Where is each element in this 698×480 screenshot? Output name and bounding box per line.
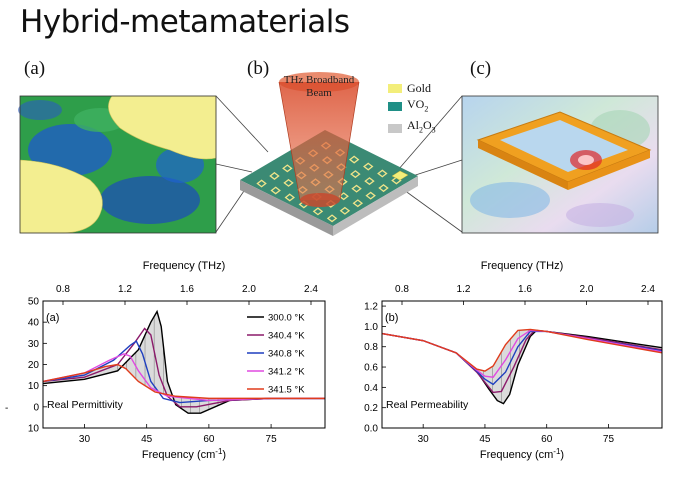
top-tick-label: 2.4 xyxy=(641,284,655,295)
beam-label-line-1: THz Broadband xyxy=(283,74,355,86)
y-tick-label: 0 xyxy=(33,402,39,413)
legend-text-gold: Gold xyxy=(407,81,431,95)
y-tick-label: 10 xyxy=(28,424,40,435)
top-tick-label: 2.0 xyxy=(242,284,256,295)
split-ring-cell xyxy=(351,184,362,193)
top-tick-label: 1.6 xyxy=(518,284,532,295)
top-axis-title: Frequency (THz) xyxy=(143,260,226,272)
series-line xyxy=(42,363,325,400)
split-ring-cell xyxy=(352,199,364,208)
y-tick-label: 30 xyxy=(28,339,40,350)
gold-swatch xyxy=(388,83,402,93)
y-tick-label: 0.8 xyxy=(364,342,378,353)
top-tick-label: 2.0 xyxy=(580,284,594,295)
panel-c-label: (c) xyxy=(470,58,492,79)
panel-a-label: (a) xyxy=(24,58,46,79)
y-tick-label: 0.6 xyxy=(364,363,378,374)
illustration-area xyxy=(18,72,659,236)
y-tick-label: 20 xyxy=(28,360,40,371)
series-line xyxy=(42,309,325,414)
y-tick-label: 50 xyxy=(28,297,40,308)
top-tick-label: 0.8 xyxy=(395,284,409,295)
field-simulation-image xyxy=(461,95,659,234)
top-tick-label: 1.6 xyxy=(180,284,194,295)
legend-label: 340.4 °K xyxy=(268,331,305,342)
beam-label: THz Broadband Beam xyxy=(282,74,356,100)
x-tick-label: 45 xyxy=(479,434,491,445)
split-ring-cell xyxy=(378,184,389,193)
x-axis-label: Frequency (cm-1) xyxy=(142,447,226,461)
x-tick-label: 45 xyxy=(141,434,153,445)
split-ring-cell xyxy=(284,193,295,202)
y-tick-label: 40 xyxy=(28,318,40,329)
page-title: Hybrid-metamaterials xyxy=(20,4,350,40)
y-tick-label: 1.0 xyxy=(364,322,378,333)
top-tick-label: 0.8 xyxy=(56,284,70,295)
chart-annotation: Real Permittivity xyxy=(47,399,124,411)
chart-panel-label: (a) xyxy=(46,312,59,324)
split-ring-cell xyxy=(377,169,388,178)
y-tick-label: 0.0 xyxy=(364,424,378,435)
top-tick-label: 1.2 xyxy=(457,284,471,295)
legend-label: 300.0 °K xyxy=(268,313,305,324)
legend-item-gold: Gold xyxy=(388,80,436,96)
legend-text-vo2: VO2 xyxy=(407,97,429,114)
chart-annotation: Real Permeability xyxy=(386,399,469,411)
y-tick-label: 0.4 xyxy=(364,383,378,394)
series-line xyxy=(42,353,325,402)
split-ring-cell xyxy=(269,171,280,180)
chart-permeability: Frequency (THz) 0.8 1.2 1.6 2.0 2.4 0.0 0.2 0.4 0… xyxy=(364,260,663,461)
plot-frame xyxy=(381,300,663,429)
legend-label: 340.8 °K xyxy=(268,349,305,360)
afm-image xyxy=(18,95,217,234)
legend-item-al2o3: Al2O3 xyxy=(388,117,436,138)
legend-label: 341.5 °K xyxy=(268,385,305,396)
split-ring-cell xyxy=(282,164,293,173)
panel-b-label: (b) xyxy=(247,58,270,79)
split-ring-cell xyxy=(256,179,267,188)
split-ring-cell xyxy=(339,206,351,215)
al2o3-swatch xyxy=(388,123,402,133)
x-tick-label: 30 xyxy=(418,434,430,445)
legend-item-vo2: VO2 xyxy=(388,96,436,117)
x-axis-label: Frequency (cm-1) xyxy=(480,447,564,461)
thz-beam xyxy=(278,72,360,207)
material-legend: Gold VO2 Al2O3 xyxy=(388,80,436,139)
chart-panel-label: (b) xyxy=(385,312,398,324)
y-tick-label: 0.2 xyxy=(364,403,378,414)
x-tick-label: 75 xyxy=(603,434,615,445)
chart-permittivity: Frequency (THz) 0.8 1.2 1.6 2.0 2.4 10 0 10 20 30 4… xyxy=(5,260,326,461)
chart-legend: 300.0 °K 340.4 °K 340.8 °K 341.2 °K 341.5 °K xyxy=(247,313,305,396)
series-line xyxy=(381,328,663,372)
shaded-band xyxy=(382,329,662,404)
beam-label-line-2: Beam xyxy=(306,87,332,99)
x-tick-label: 60 xyxy=(203,434,215,445)
split-ring-cell xyxy=(312,207,324,216)
top-tick-label: 2.4 xyxy=(304,284,318,295)
split-ring-cell xyxy=(270,186,281,195)
y-tick-label: 1.2 xyxy=(364,302,378,313)
split-ring-cell xyxy=(363,162,374,171)
legend-label: 341.2 °K xyxy=(268,367,305,378)
top-tick-label: 1.2 xyxy=(118,284,132,295)
split-ring-cell xyxy=(365,191,376,200)
top-axis-title: Frequency (THz) xyxy=(481,260,564,272)
y-tick-label: 10 xyxy=(28,381,40,392)
x-tick-label: 75 xyxy=(266,434,278,445)
legend-text-al2o3: Al2O3 xyxy=(407,118,436,135)
x-tick-label: 60 xyxy=(541,434,553,445)
minus-mark: - xyxy=(5,403,8,414)
x-tick-label: 30 xyxy=(79,434,91,445)
vo2-swatch xyxy=(388,102,402,112)
split-ring-cell xyxy=(364,177,375,186)
split-ring-cell xyxy=(283,178,294,187)
split-ring-cell xyxy=(350,170,361,179)
split-ring-cell xyxy=(326,214,338,223)
split-ring-cell xyxy=(348,155,360,164)
